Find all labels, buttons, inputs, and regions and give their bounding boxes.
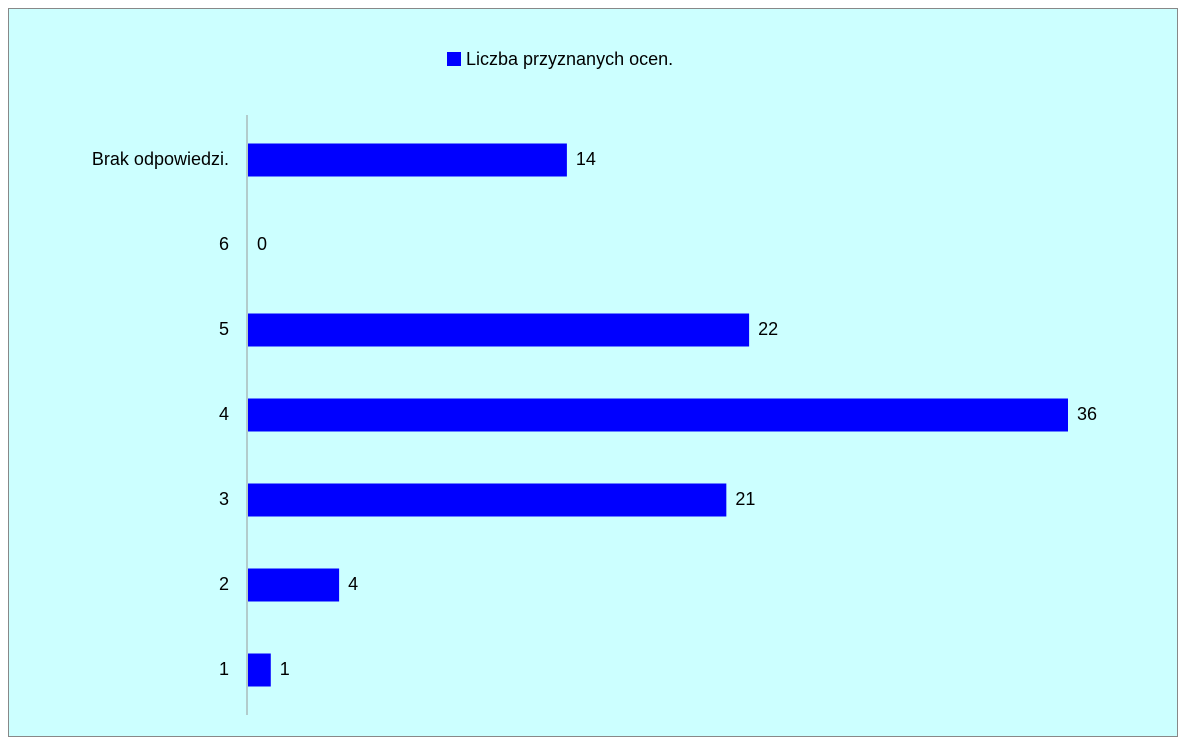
bar [248,568,340,602]
data-label: 36 [1077,404,1097,424]
bar [248,143,567,177]
y-tick-label: 2 [219,574,229,594]
data-label: 4 [348,574,358,594]
data-label: 21 [735,489,755,509]
bar [248,483,727,517]
legend-swatch [447,52,461,66]
y-tick-label: 5 [219,319,229,339]
data-label: 1 [280,659,290,679]
chart-area [8,8,1178,737]
data-label: 22 [758,319,778,339]
bar [248,398,1068,432]
bar [248,653,271,687]
data-label: 0 [257,234,267,254]
y-tick-label: 1 [219,659,229,679]
y-tick-label: Brak odpowiedzi. [92,149,229,169]
data-label: 14 [576,149,596,169]
y-tick-label: 3 [219,489,229,509]
y-tick-label: 6 [219,234,229,254]
bar [248,313,750,347]
y-tick-label: 4 [219,404,229,424]
legend-label: Liczba przyznanych ocen. [466,49,673,69]
